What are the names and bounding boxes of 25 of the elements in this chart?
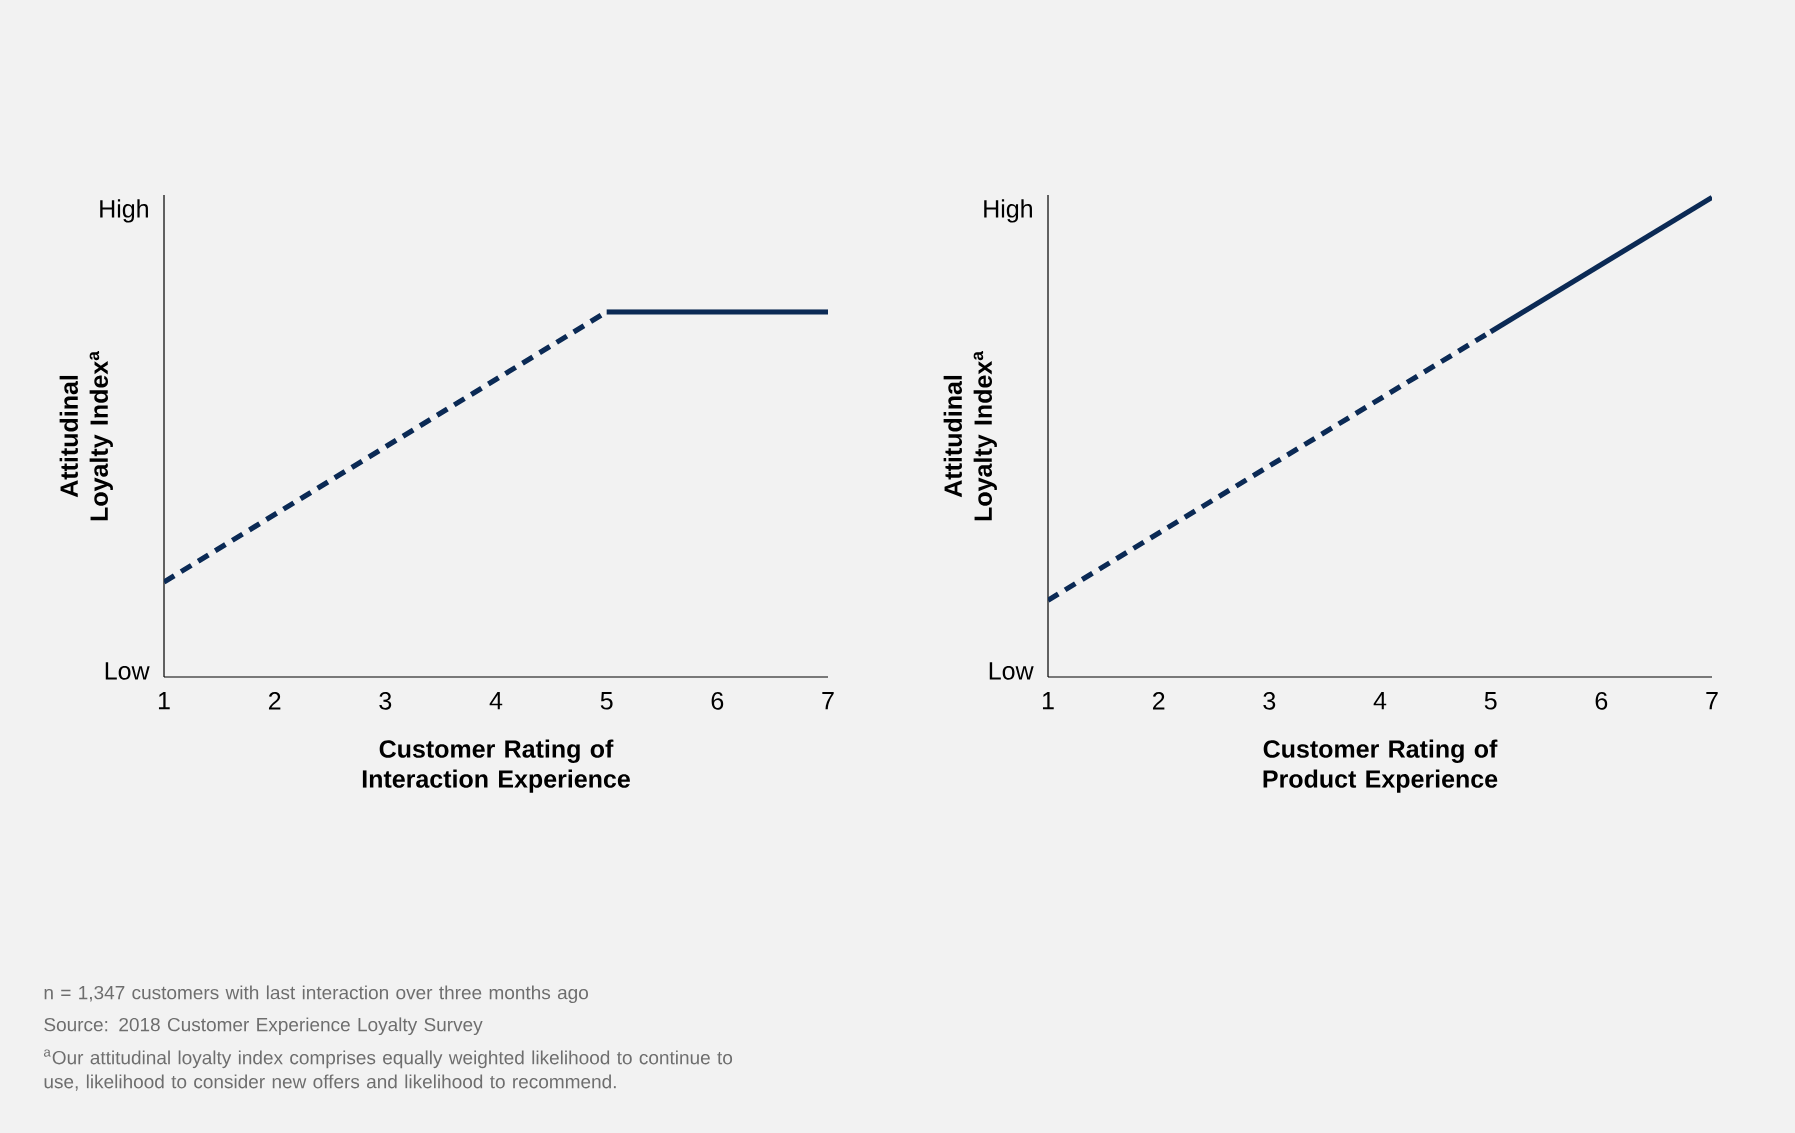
x-tick-label: 6	[1595, 692, 1608, 710]
x-tick-label: 6	[711, 692, 724, 710]
text: n = 1,347 customers with last interaction over three months ago	[44, 985, 588, 1004]
text: High	[984, 199, 1032, 223]
x-tick-label: 7	[1706, 692, 1718, 710]
x-axis-title: Customer Rating of Product Experience	[1263, 739, 1498, 793]
x-tick-label: 5	[1484, 692, 1497, 710]
x-tick-label: 4	[489, 692, 503, 710]
text: Low	[105, 662, 150, 680]
x-tick-label: 4	[1373, 692, 1387, 710]
x-tick-label: 7	[822, 692, 834, 710]
x-tick-label: 5	[600, 692, 613, 710]
x-tick-label: 2	[268, 692, 281, 710]
y-axis-title: Attitudinal Loyalty Index$^{a}$	[943, 350, 997, 521]
source-note: Source: 2018 Customer Experience Loyalty Survey	[44, 1017, 483, 1036]
text: High	[100, 199, 148, 223]
x-tick-label: 3	[1263, 692, 1276, 710]
x-axis-title: Customer Rating of Interaction Experience	[362, 739, 630, 793]
x-tick-label: 2	[1152, 692, 1165, 710]
y-axis-title: Attitudinal Loyalty Index$^{a}$	[59, 350, 113, 521]
x-tick-label: 1	[158, 692, 170, 710]
x-tick-label: 1	[1042, 692, 1054, 710]
text: Low	[989, 662, 1034, 680]
x-tick-label: 3	[379, 692, 392, 710]
text: $^{a}$Our attitudinal loyalty index comprises equally weighted likelihood to continue to use, likelihood to consider new offers and likelihood to recommend.	[43, 1049, 733, 1091]
